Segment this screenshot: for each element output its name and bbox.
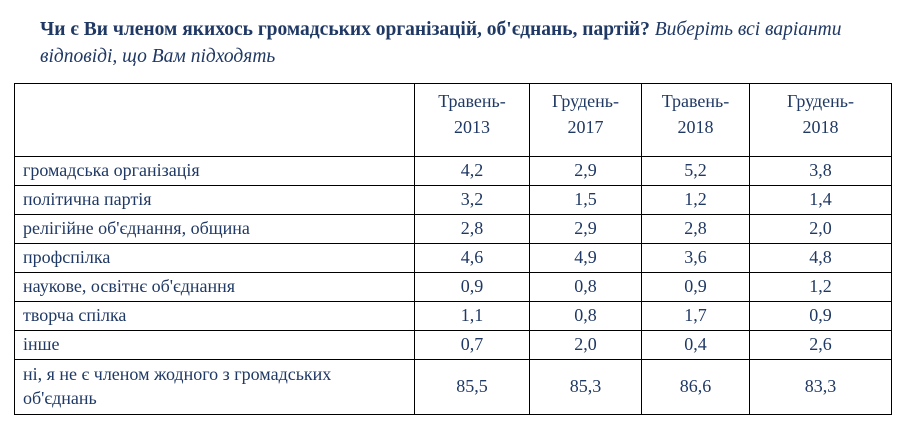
table-row: ні, я не є членом жодного з громадських … bbox=[14, 358, 892, 415]
header-year: 2018 bbox=[677, 116, 714, 137]
header-cell-dec-2017: Грудень- 2017 bbox=[529, 82, 642, 157]
value-cell: 2,0 bbox=[749, 213, 892, 244]
value-cell: 83,3 bbox=[749, 358, 892, 415]
header-year: 2013 bbox=[454, 116, 490, 137]
corner-cell bbox=[14, 82, 415, 157]
value-cell: 2,6 bbox=[749, 329, 892, 360]
value-cell: 0,8 bbox=[529, 271, 642, 302]
value-cell: 3,2 bbox=[414, 184, 530, 215]
value-cell: 85,5 bbox=[414, 358, 530, 415]
value-cell: 1,1 bbox=[414, 300, 530, 331]
row-label: наукове, освітнє об'єднання bbox=[14, 271, 415, 302]
table-row: наукове, освітнє об'єднання 0,9 0,8 0,9 … bbox=[14, 271, 892, 302]
value-cell: 0,9 bbox=[749, 300, 892, 331]
header-month: Грудень- bbox=[552, 90, 619, 111]
table-row: громадська організація 4,2 2,9 5,2 3,8 bbox=[14, 155, 892, 186]
row-label: творча спілка bbox=[14, 300, 415, 331]
header-month: Травень- bbox=[438, 90, 506, 111]
header-year: 2017 bbox=[567, 116, 604, 137]
row-label: профспілка bbox=[14, 242, 415, 273]
value-cell: 0,8 bbox=[529, 300, 642, 331]
header-cell-may-2018: Травень- 2018 bbox=[641, 82, 750, 157]
value-cell: 1,7 bbox=[641, 300, 750, 331]
header-month: Травень- bbox=[661, 90, 730, 111]
value-cell: 5,2 bbox=[641, 155, 750, 186]
question-title: Чи є Ви членом якихось громадських орган… bbox=[0, 0, 885, 83]
value-cell: 1,4 bbox=[749, 184, 892, 215]
value-cell: 1,2 bbox=[641, 184, 750, 215]
row-label: інше bbox=[14, 329, 415, 360]
row-label: громадська організація bbox=[14, 155, 415, 186]
table-row: політична партія 3,2 1,5 1,2 1,4 bbox=[14, 184, 892, 215]
value-cell: 0,9 bbox=[641, 271, 750, 302]
value-cell: 3,6 bbox=[641, 242, 750, 273]
table-row: профспілка 4,6 4,9 3,6 4,8 bbox=[14, 242, 892, 273]
instruction-text: Виберіть всі варіанти відповіді, що Вам … bbox=[40, 19, 842, 68]
value-cell: 4,6 bbox=[414, 242, 530, 273]
row-label: релігійне об'єднання, община bbox=[14, 213, 415, 244]
table-row: релігійне об'єднання, община 2,8 2,9 2,8… bbox=[14, 213, 892, 244]
header-year: 2018 bbox=[802, 116, 839, 137]
value-cell: 2,8 bbox=[414, 213, 530, 244]
question-text: Чи є Ви членом якихось громадських орган… bbox=[40, 19, 650, 40]
value-cell: 2,8 bbox=[641, 213, 750, 244]
value-cell: 4,2 bbox=[414, 155, 530, 186]
header-row: Травень- 2013 Грудень- 2017 Травень- 201… bbox=[14, 82, 892, 157]
row-label: політична партія bbox=[14, 184, 415, 215]
value-cell: 85,3 bbox=[529, 358, 642, 415]
value-cell: 1,2 bbox=[749, 271, 892, 302]
row-label: ні, я не є членом жодного з громадських … bbox=[14, 358, 415, 415]
value-cell: 3,8 bbox=[749, 155, 892, 186]
value-cell: 2,9 bbox=[529, 155, 642, 186]
table-row: інше 0,7 2,0 0,4 2,6 bbox=[14, 329, 892, 360]
value-cell: 2,0 bbox=[529, 329, 642, 360]
value-cell: 0,9 bbox=[414, 271, 530, 302]
header-month: Грудень- bbox=[787, 90, 854, 111]
value-cell: 4,8 bbox=[749, 242, 892, 273]
survey-table: Травень- 2013 Грудень- 2017 Травень- 201… bbox=[14, 82, 892, 415]
value-cell: 1,5 bbox=[529, 184, 642, 215]
header-cell-dec-2018: Грудень- 2018 bbox=[749, 82, 892, 157]
table-row: творча спілка 1,1 0,8 1,7 0,9 bbox=[14, 300, 892, 331]
value-cell: 0,7 bbox=[414, 329, 530, 360]
value-cell: 0,4 bbox=[641, 329, 750, 360]
value-cell: 2,9 bbox=[529, 213, 642, 244]
value-cell: 86,6 bbox=[641, 358, 750, 415]
header-cell-may-2013: Травень- 2013 bbox=[414, 82, 530, 157]
value-cell: 4,9 bbox=[529, 242, 642, 273]
